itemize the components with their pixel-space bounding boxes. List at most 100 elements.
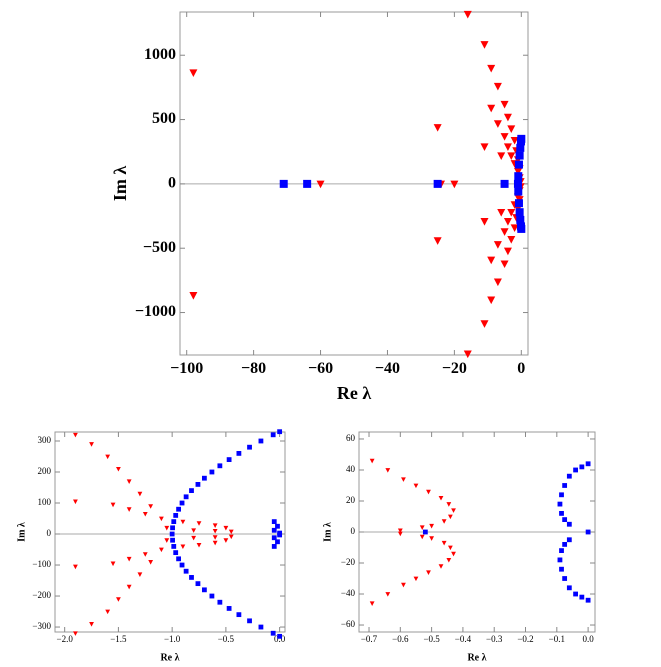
square-point <box>201 475 207 481</box>
square-point <box>173 550 179 556</box>
square-point <box>500 179 509 188</box>
square-point <box>566 473 572 479</box>
triangle-point <box>73 631 78 636</box>
triangle-point <box>116 466 121 472</box>
triangle-point <box>510 136 519 145</box>
square-point <box>516 143 525 152</box>
y-tick-label: −500 <box>143 239 176 256</box>
square-point <box>559 492 564 498</box>
y-tick-label: 500 <box>152 110 176 127</box>
triangle-point <box>401 582 406 588</box>
square-point <box>517 134 526 143</box>
triangle-point <box>429 536 435 541</box>
triangle-point <box>500 228 509 236</box>
triangle-point <box>212 535 218 540</box>
triangle-point <box>493 241 502 249</box>
square-point <box>171 519 177 525</box>
square-point <box>170 525 175 531</box>
triangle-point <box>480 143 489 151</box>
triangle-point <box>212 540 218 546</box>
triangle-point <box>487 104 496 113</box>
y-tick-label: 0 <box>351 526 356 536</box>
y-tick-label: −40 <box>341 588 356 598</box>
square-point <box>557 501 563 507</box>
triangle-point <box>493 120 502 128</box>
triangle-point <box>116 597 121 602</box>
square-point <box>171 544 177 549</box>
triangle-point <box>148 560 154 565</box>
x-tick-label: −1.0 <box>164 634 181 644</box>
square-point <box>433 179 442 188</box>
x-tick-label: 0 <box>517 360 525 377</box>
square-point <box>275 539 280 545</box>
square-point <box>279 179 288 188</box>
triangle-point <box>487 256 496 265</box>
x-tick-label: −2.0 <box>57 634 74 644</box>
triangle-point <box>126 556 132 562</box>
square-point <box>226 606 232 611</box>
triangle-point <box>419 534 425 540</box>
x-axis-label: Re λ <box>467 652 486 663</box>
square-point <box>209 469 215 475</box>
triangle-point <box>228 534 234 540</box>
square-point <box>247 618 252 624</box>
square-point <box>183 568 189 574</box>
triangle-point <box>126 507 132 512</box>
square-point <box>562 576 568 581</box>
square-point <box>179 500 185 506</box>
triangle-point <box>446 557 452 563</box>
triangle-point <box>212 523 218 528</box>
triangle-point <box>110 502 116 508</box>
y-tick-label: −100 <box>32 559 51 569</box>
triangle-point <box>463 350 472 359</box>
triangle-point <box>451 508 456 513</box>
x-axis-label: Re λ <box>337 383 371 403</box>
square-point <box>566 521 572 527</box>
x-tick-label: −100 <box>170 360 203 377</box>
triangle-point <box>164 525 170 531</box>
triangle-point <box>159 547 164 553</box>
x-tick-label: −20 <box>442 360 467 377</box>
x-axis-label: Re λ <box>160 652 179 663</box>
plot-frame <box>54 431 286 633</box>
square-point <box>573 591 578 597</box>
triangle-point <box>369 458 375 464</box>
square-point <box>176 556 181 562</box>
x-tick-label: 0.0 <box>274 634 286 644</box>
triangle-point <box>397 528 403 534</box>
y-tick-label: 200 <box>38 466 52 476</box>
y-tick-label: 0 <box>168 175 176 192</box>
square-point <box>559 566 564 572</box>
triangle-point <box>223 525 229 531</box>
x-tick-label: −0.5 <box>218 634 235 644</box>
square-point <box>201 587 207 593</box>
triangle-point <box>507 208 516 217</box>
triangle-point <box>500 133 509 141</box>
triangle-point <box>507 125 516 133</box>
x-tick-label: −0.5 <box>423 634 440 644</box>
triangle-point <box>438 495 444 501</box>
triangle-point <box>196 521 202 526</box>
triangle-point <box>419 525 425 530</box>
y-tick-label: −60 <box>341 619 356 629</box>
square-point <box>195 482 201 487</box>
square-point <box>258 624 264 630</box>
triangle-point <box>73 499 78 505</box>
y-tick-label: 1000 <box>144 46 176 63</box>
square-point <box>585 529 591 535</box>
x-tick-label: −0.3 <box>486 634 503 644</box>
square-point <box>277 532 283 538</box>
x-tick-label: −60 <box>308 360 333 377</box>
square-point <box>562 483 568 488</box>
square-point <box>271 527 277 533</box>
square-point <box>514 160 523 169</box>
triangle-point <box>487 64 496 73</box>
square-point <box>247 444 252 450</box>
triangle-point <box>451 551 456 557</box>
triangle-point <box>159 516 164 522</box>
triangle-point <box>413 576 419 582</box>
square-point <box>303 179 312 188</box>
y-tick-label: 20 <box>346 495 356 505</box>
triangle-point <box>503 247 512 256</box>
